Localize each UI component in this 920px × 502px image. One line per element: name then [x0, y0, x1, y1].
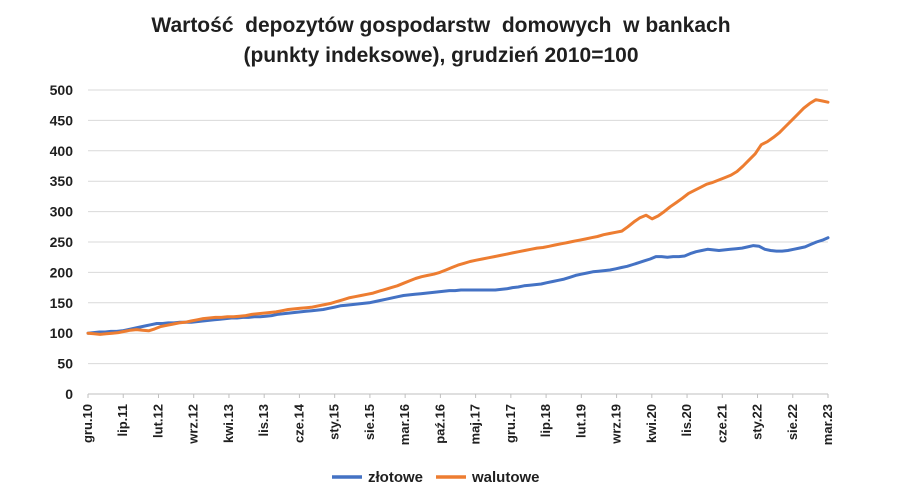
- series-line-0: [86, 236, 830, 335]
- x-tick-label: lut.12: [150, 404, 165, 438]
- y-tick-label: 0: [65, 386, 73, 402]
- x-tick-label: lut.19: [573, 404, 588, 438]
- x-tick-label: lip.11: [115, 404, 130, 437]
- x-axis-ticks: gru.10 lip.11 lut.12 wrz.12 kwi.13 lis.13 cze.…: [80, 394, 835, 445]
- x-tick-label: gru.17: [503, 404, 518, 443]
- x-tick-label: sty.22: [750, 404, 765, 440]
- x-tick-label: lis.20: [679, 404, 694, 437]
- y-tick-label: 350: [50, 173, 74, 189]
- y-tick-label: 450: [50, 112, 74, 128]
- gridlines: [88, 89, 828, 395]
- x-tick-label: cze.14: [291, 403, 306, 443]
- y-tick-label: 50: [57, 356, 73, 372]
- x-tick-label: paź.16: [432, 404, 447, 444]
- x-tick-label: mar.16: [397, 404, 412, 445]
- legend: złotowe walutowe: [332, 469, 540, 486]
- x-tick-label: wrz.12: [186, 404, 201, 445]
- x-tick-label: kwi.13: [221, 404, 236, 443]
- y-tick-label: 150: [50, 295, 74, 311]
- x-tick-label: wrz.19: [609, 404, 624, 445]
- y-tick-label: 200: [50, 264, 74, 280]
- y-tick-label: 100: [50, 325, 74, 341]
- x-tick-label: sie.22: [785, 404, 800, 440]
- chart-title-line2: (punkty indeksowe), grudzień 2010=100: [243, 44, 638, 67]
- x-tick-label: cze.21: [714, 404, 729, 443]
- x-tick-label: lis.13: [256, 404, 271, 437]
- x-tick-label: sie.15: [362, 404, 377, 440]
- chart-title-line1: Wartość depozytów gospodarstw domowych w…: [151, 14, 730, 37]
- y-tick-label: 250: [50, 234, 74, 250]
- x-tick-label: kwi.20: [644, 404, 659, 443]
- y-tick-label: 300: [50, 204, 74, 220]
- series-group: [86, 98, 830, 336]
- x-tick-label: sty.15: [327, 404, 342, 440]
- x-tick-label: maj.17: [468, 404, 483, 444]
- x-tick-label: mar.23: [820, 404, 835, 445]
- y-tick-label: 400: [50, 143, 74, 159]
- x-tick-label: lip.18: [538, 404, 553, 437]
- legend-label: złotowe: [368, 469, 423, 486]
- legend-label: walutowe: [471, 469, 540, 486]
- x-tick-label: gru.10: [80, 404, 95, 443]
- series-line-1: [86, 98, 830, 336]
- y-axis-ticks: 0 50 100 150 200 250 300 350 400 450 500: [50, 82, 74, 402]
- y-tick-label: 500: [50, 82, 74, 98]
